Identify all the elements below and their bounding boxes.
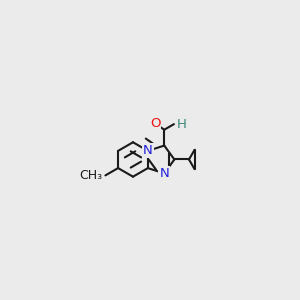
Text: H: H [176,118,186,130]
Text: N: N [143,144,153,158]
Text: O: O [150,117,160,130]
Text: N: N [159,167,169,180]
Text: CH₃: CH₃ [79,169,102,182]
